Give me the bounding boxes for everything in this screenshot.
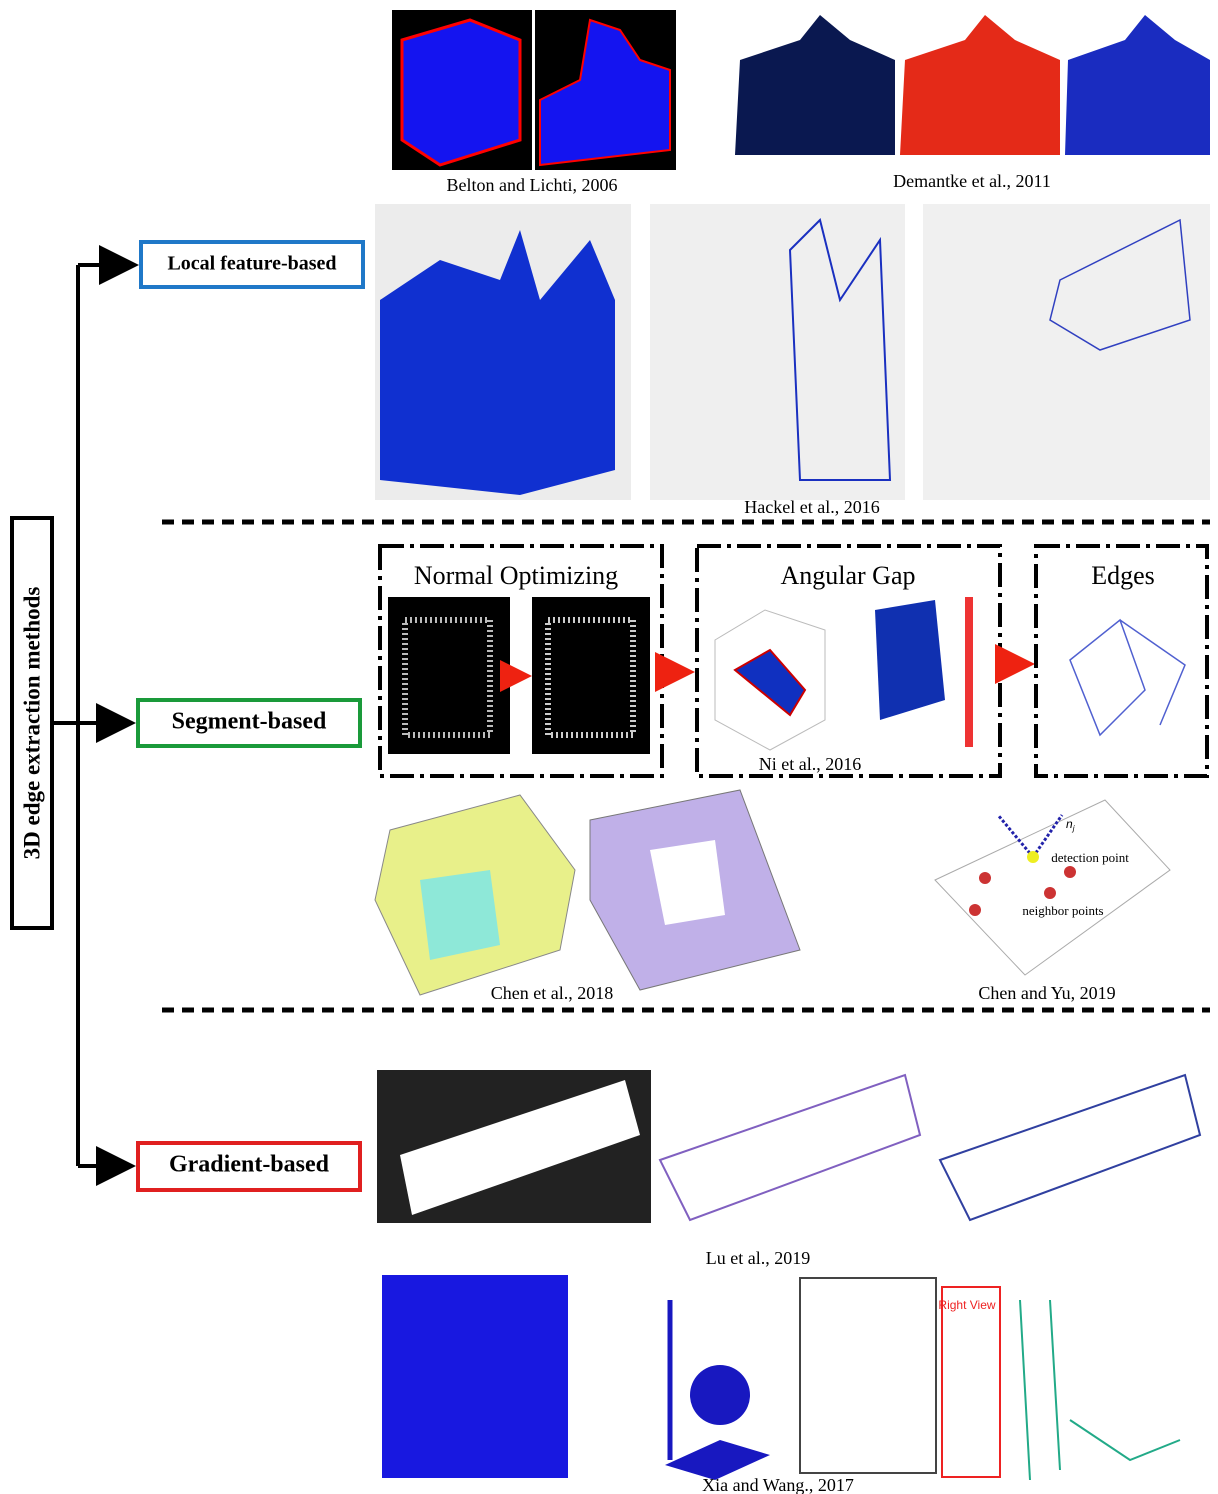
- caption: Lu et al., 2019: [706, 1248, 810, 1268]
- image: [923, 204, 1210, 500]
- caption: Xia and Wang., 2017: [702, 1475, 854, 1494]
- stage-label: Angular Gap: [780, 561, 915, 590]
- root-label: 3D edge extraction methods: [19, 587, 44, 860]
- point: [969, 904, 981, 916]
- stage-label: Edges: [1091, 561, 1155, 590]
- image-detail: [690, 1365, 750, 1425]
- image-detail: [665, 1440, 770, 1480]
- caption: Chen et al., 2018: [491, 983, 613, 1003]
- image: [660, 1075, 920, 1220]
- image: [875, 600, 945, 720]
- colorbar: [965, 597, 973, 747]
- image: [900, 15, 1060, 155]
- caption: Belton and Lichti, 2006: [447, 175, 618, 195]
- category-label: Local feature-based: [167, 253, 336, 275]
- view-box: [942, 1287, 1000, 1477]
- caption: Ni et al., 2016: [759, 754, 861, 774]
- tree: 3D edge extraction methods Local feature…: [12, 242, 363, 1190]
- annotation: neighbor points: [1022, 903, 1103, 918]
- point: [979, 872, 991, 884]
- point: [1027, 851, 1039, 863]
- point: [1064, 866, 1076, 878]
- caption: Hackel et al., 2016: [744, 497, 879, 517]
- image: [1065, 15, 1210, 155]
- caption: Demantke et al., 2011: [893, 171, 1051, 191]
- annotation: Right View: [938, 1298, 995, 1312]
- caption: Chen and Yu, 2019: [978, 983, 1115, 1003]
- image: [800, 1278, 936, 1473]
- figure: 3D edge extraction methods Local feature…: [0, 0, 1218, 1494]
- annotation: detection point: [1051, 850, 1129, 865]
- image-detail: [420, 870, 500, 960]
- image: [735, 15, 895, 155]
- image: [735, 650, 805, 715]
- category-label: Gradient-based: [169, 1152, 330, 1178]
- image: [1020, 1300, 1180, 1480]
- stage-label: Normal Optimizing: [414, 561, 618, 590]
- segment-images: Normal Optimizing Angular Gap Edges Ni e…: [375, 546, 1207, 1003]
- gradient-images: Lu et al., 2019 Right View Xia and Wang.…: [377, 1070, 1200, 1494]
- image: [382, 1275, 568, 1478]
- annotation: j: [1072, 824, 1075, 833]
- image: [940, 1075, 1200, 1220]
- image-detail: [402, 20, 520, 165]
- image: [1070, 620, 1185, 735]
- annotation: nj: [1066, 817, 1075, 833]
- category-label: Segment-based: [172, 709, 327, 735]
- point: [1044, 887, 1056, 899]
- local-feature-images: Belton and Lichti, 2006 Demantke et al.,…: [375, 10, 1210, 517]
- image: [650, 204, 905, 500]
